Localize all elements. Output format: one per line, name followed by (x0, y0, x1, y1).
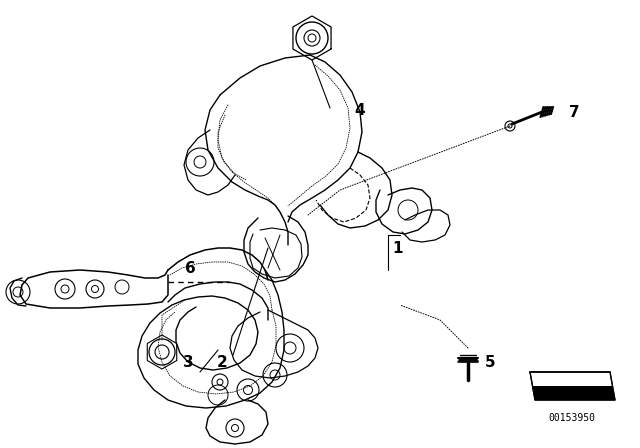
Text: 5: 5 (484, 354, 495, 370)
Text: 6: 6 (184, 260, 195, 276)
Text: 7: 7 (569, 104, 579, 120)
Text: 4: 4 (355, 103, 365, 117)
Text: 3: 3 (182, 354, 193, 370)
Text: 00153950: 00153950 (548, 413, 595, 423)
Polygon shape (532, 386, 615, 400)
Text: 2: 2 (216, 354, 227, 370)
Text: 1: 1 (393, 241, 403, 255)
